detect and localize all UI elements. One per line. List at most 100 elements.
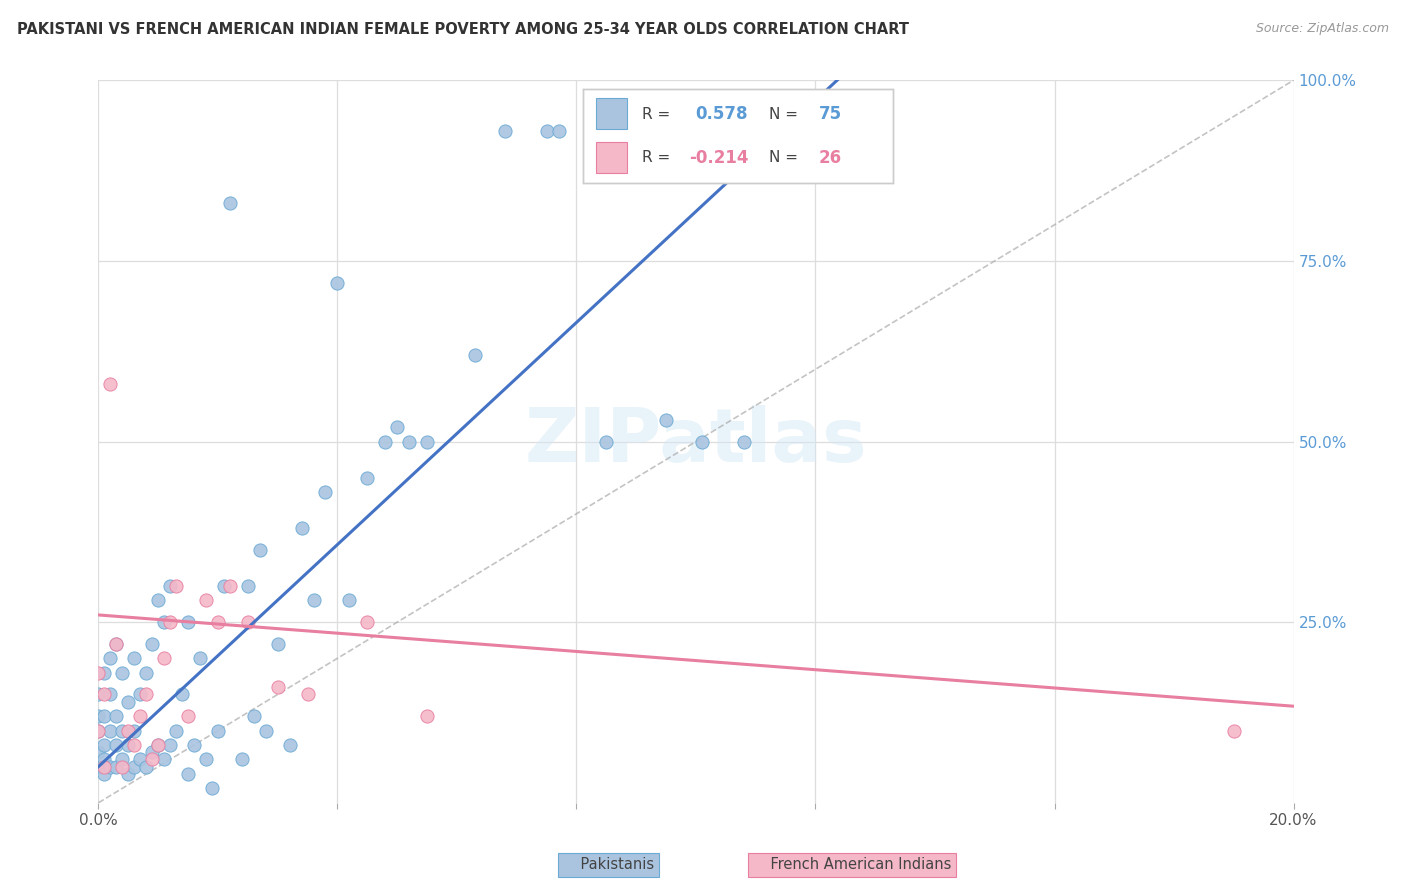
Point (93, 760, 115, 774)
Point (302, 593, 325, 607)
Point (249, 542, 271, 557)
Point (129, 709, 152, 723)
Point (733, 434, 755, 449)
Point (494, 124, 516, 138)
Point (219, 196, 242, 211)
Point (93, 665, 115, 680)
Point (267, 680, 290, 694)
Point (135, 760, 157, 774)
Point (129, 752, 152, 766)
Point (195, 752, 218, 766)
Point (297, 687, 319, 701)
Point (207, 723, 229, 738)
Text: N =: N = (769, 150, 803, 165)
Point (416, 709, 439, 723)
Point (153, 615, 176, 630)
Point (201, 781, 224, 796)
Point (690, 434, 713, 449)
Point (93, 767, 115, 781)
Text: -0.214: -0.214 (689, 149, 748, 167)
FancyBboxPatch shape (596, 97, 627, 129)
Text: Source: ZipAtlas.com: Source: ZipAtlas.com (1256, 22, 1389, 36)
Point (93, 752, 115, 766)
Point (356, 470, 378, 484)
Point (356, 615, 378, 630)
Point (141, 752, 163, 766)
Point (87, 745, 110, 759)
Point (124, 738, 146, 752)
Point (231, 752, 253, 766)
Text: R =: R = (643, 150, 675, 165)
Point (93, 709, 115, 723)
Point (124, 760, 146, 774)
Point (141, 637, 163, 651)
FancyBboxPatch shape (596, 142, 627, 173)
Point (416, 434, 439, 449)
Point (111, 752, 134, 766)
Point (464, 348, 486, 362)
Text: 0.578: 0.578 (695, 105, 748, 123)
Point (141, 745, 163, 759)
Point (165, 579, 187, 593)
Point (267, 637, 290, 651)
Point (105, 637, 128, 651)
Point (87, 760, 110, 774)
Point (212, 579, 235, 593)
Text: 26: 26 (818, 149, 842, 167)
Point (188, 651, 211, 665)
Point (254, 723, 277, 738)
Point (243, 709, 266, 723)
Point (148, 738, 170, 752)
Point (385, 420, 409, 434)
Point (117, 695, 139, 709)
Point (124, 723, 146, 738)
Point (98, 723, 122, 738)
Point (135, 687, 157, 701)
Point (172, 687, 194, 701)
Point (278, 738, 301, 752)
Point (111, 760, 134, 774)
Point (159, 615, 181, 630)
Point (177, 767, 200, 781)
Point (98, 376, 122, 391)
Point (129, 687, 152, 701)
Point (98, 687, 122, 701)
Point (177, 615, 200, 630)
Point (87, 665, 110, 680)
Point (153, 752, 176, 766)
Point (595, 434, 617, 449)
Point (291, 521, 314, 535)
Point (98, 651, 122, 665)
Point (339, 593, 361, 607)
Point (98, 760, 122, 774)
Point (105, 637, 128, 651)
Point (105, 760, 128, 774)
Point (207, 615, 229, 630)
Point (374, 434, 396, 449)
Point (547, 124, 569, 138)
Point (165, 723, 187, 738)
Point (326, 276, 349, 290)
Point (111, 723, 134, 738)
Point (117, 738, 139, 752)
Point (135, 665, 157, 680)
Point (655, 413, 678, 427)
Text: 75: 75 (818, 105, 842, 123)
Point (183, 738, 205, 752)
Point (93, 738, 115, 752)
Point (159, 738, 181, 752)
Text: ZIPatlas: ZIPatlas (524, 405, 868, 478)
Point (87, 687, 110, 701)
Point (195, 593, 218, 607)
Point (219, 579, 242, 593)
Text: French American Indians: French American Indians (752, 857, 952, 872)
Point (87, 723, 110, 738)
Text: PAKISTANI VS FRENCH AMERICAN INDIAN FEMALE POVERTY AMONG 25-34 YEAR OLDS CORRELA: PAKISTANI VS FRENCH AMERICAN INDIAN FEMA… (17, 22, 908, 37)
Point (124, 651, 146, 665)
Point (117, 767, 139, 781)
Point (153, 651, 176, 665)
Point (148, 593, 170, 607)
Point (1223, 723, 1246, 738)
Point (87, 709, 110, 723)
Text: N =: N = (769, 107, 803, 122)
